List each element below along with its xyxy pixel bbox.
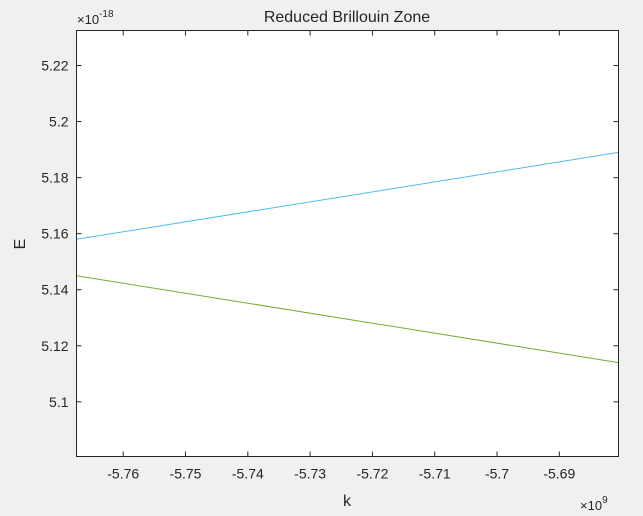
x-exponent-base: ×10	[580, 498, 602, 513]
y-exponent-label: ×10-18	[77, 9, 114, 27]
svg-text:×109: ×109	[580, 495, 608, 513]
x-tick-label: -5.74	[232, 466, 264, 482]
series-line-2	[76, 275, 619, 364]
y-tick-label: 5.16	[41, 226, 68, 242]
plot-box	[76, 30, 619, 457]
y-exponent-base: ×10	[77, 12, 99, 27]
y-tick-label: 5.14	[41, 282, 68, 298]
x-tick-label: -5.7	[485, 466, 509, 482]
x-exponent-power: 9	[602, 495, 608, 506]
y-tick-label: 5.22	[41, 58, 68, 74]
x-tick-label: -5.73	[294, 466, 326, 482]
y-ticks: 5.1 5.12 5.14 5.16 5.18 5.2 5.22	[41, 58, 619, 410]
y-axis-label: E	[12, 239, 29, 250]
x-tick-label: -5.71	[419, 466, 451, 482]
series-line-1	[76, 151, 619, 240]
y-exponent-power: -18	[99, 9, 114, 20]
x-tick-label: -5.75	[170, 466, 202, 482]
series-layer	[76, 151, 619, 364]
y-tick-label: 5.12	[41, 338, 68, 354]
x-exponent-label: ×109	[580, 495, 608, 513]
x-tick-label: -5.76	[107, 466, 139, 482]
y-tick-label: 5.2	[49, 114, 69, 130]
x-axis-label: k	[343, 493, 352, 510]
x-tick-label: -5.69	[543, 466, 575, 482]
x-tick-label: -5.72	[356, 466, 388, 482]
x-ticks: -5.76 -5.75 -5.74 -5.73 -5.72 -5.71 -5.7 -5.69	[107, 30, 575, 482]
svg-text:×10-18: ×10-18	[77, 9, 114, 27]
y-tick-label: 5.1	[49, 394, 69, 410]
y-tick-label: 5.18	[41, 170, 68, 186]
chart-title: Reduced Brillouin Zone	[264, 9, 430, 26]
plot-area	[76, 30, 619, 457]
